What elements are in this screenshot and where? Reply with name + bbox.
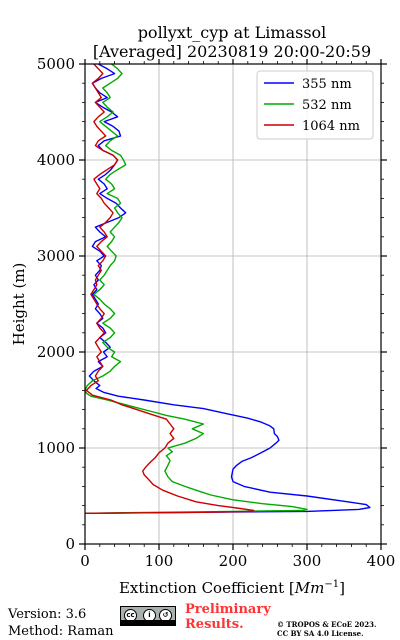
x-tick-label: 200	[219, 552, 248, 570]
legend-label-1064: 1064 nm	[302, 119, 360, 134]
x-axis-label: Extinction Coefficient [Mm−1]	[119, 579, 345, 597]
cc-badge-strip	[121, 620, 175, 625]
legend-label-532: 532 nm	[302, 98, 352, 113]
x-tick-label: 400	[367, 552, 396, 570]
preliminary-notice: Preliminary Results.	[185, 602, 271, 632]
x-tick-label: 0	[80, 552, 90, 570]
x-tick-label: 100	[145, 552, 174, 570]
copyright-notice: © TROPOS & ECoE 2023. CC BY SA 4.0 Licen…	[277, 620, 376, 638]
cc-license-badge: cc i ↺	[120, 606, 176, 626]
version-text: Version: 3.6	[8, 607, 87, 622]
series-line-355-nm	[84, 63, 371, 514]
y-axis-label: Height (m)	[10, 263, 28, 346]
chart-title: pollyxt_cyp at Limassol	[138, 23, 327, 42]
y-tick-label: 2000	[37, 343, 75, 361]
series-lines	[84, 63, 371, 514]
y-tick-label: 4000	[37, 151, 75, 169]
x-tick-label: 300	[293, 552, 322, 570]
y-tick-label: 5000	[37, 55, 75, 73]
chart-subtitle: [Averaged] 20230819 20:00-20:59	[93, 42, 371, 61]
y-tick-label: 0	[65, 535, 75, 553]
legend: 355 nm 532 nm 1064 nm	[256, 70, 374, 140]
copyright-line-1: © TROPOS & ECoE 2023.	[277, 620, 377, 629]
footer-info: Version: 3.6 Method: Raman	[8, 606, 114, 640]
copyright-line-2: CC BY SA 4.0 License.	[277, 629, 364, 638]
method-text: Method: Raman	[8, 624, 114, 639]
series-line-532-nm	[84, 63, 308, 514]
x-axis-ticks: 0 100 200 300 400	[80, 59, 395, 570]
legend-box	[256, 70, 374, 140]
series-line-1064-nm	[84, 63, 255, 514]
y-axis-ticks: 0 1000 2000 3000 4000 5000	[37, 55, 387, 553]
legend-label-355: 355 nm	[302, 77, 352, 92]
y-tick-label: 3000	[37, 247, 75, 265]
preliminary-line-2: Results.	[185, 617, 244, 632]
preliminary-line-1: Preliminary	[185, 602, 271, 617]
y-tick-label: 1000	[37, 439, 75, 457]
cc-icon: cc	[124, 609, 137, 622]
